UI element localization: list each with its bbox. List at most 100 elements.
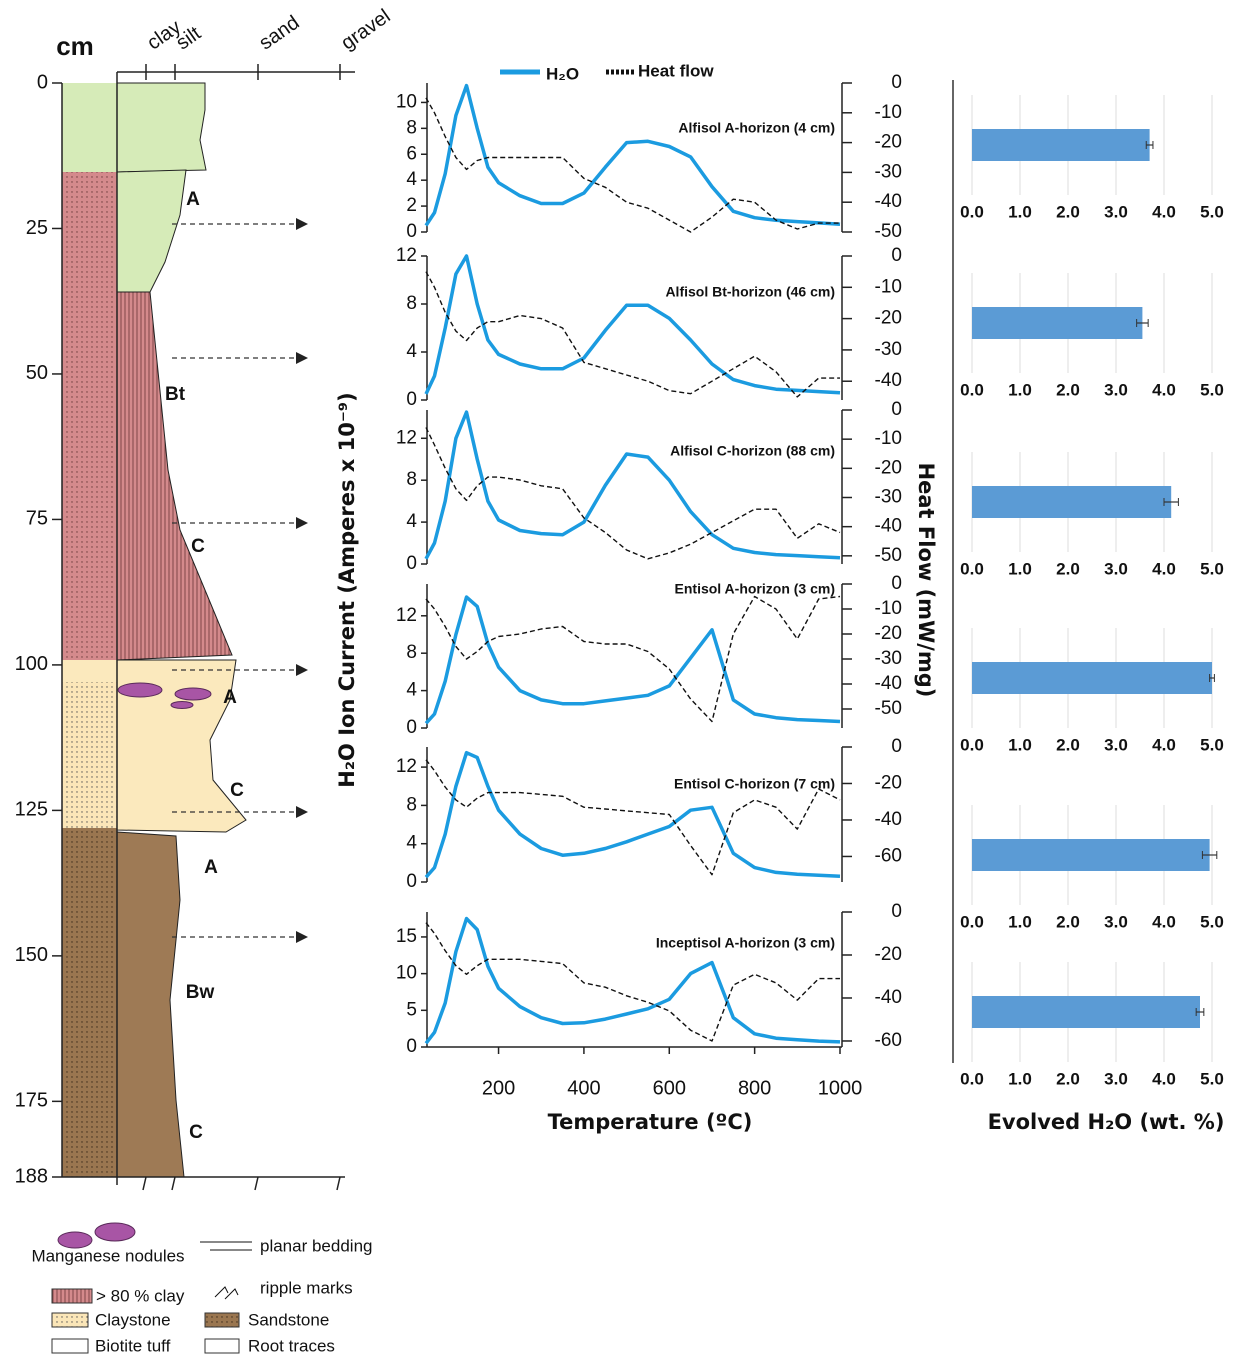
x-tick-label: 4.0: [1152, 912, 1176, 931]
x-tick-label: 1.0: [1008, 912, 1032, 931]
grain-tick-bottom: [142, 1176, 147, 1191]
y2-tick-label: -20: [875, 132, 902, 153]
x-tick-label: 4.0: [1152, 559, 1176, 578]
y2-tick-label: 0: [891, 72, 902, 93]
y2-tick-label: -30: [875, 339, 902, 360]
x-tick-label: 1.0: [1008, 735, 1032, 754]
x-tick-label: 3.0: [1104, 380, 1128, 399]
profile-brown: [116, 831, 185, 1178]
y-tick-label: 15: [396, 926, 417, 947]
legend-tuff: [51, 1338, 89, 1354]
profile-yellow: [116, 659, 247, 833]
x-tick-label: 4.0: [1152, 202, 1176, 221]
y-axis-title: H₂O Ion Current (Amperes x 10⁻⁹): [335, 392, 359, 787]
nodule: [170, 701, 194, 709]
x-tick-label: 3.0: [1104, 912, 1128, 931]
horizon-label: Bt: [165, 384, 186, 405]
x-tick-label: 0.0: [960, 735, 984, 754]
legend-label: Biotite tuff: [95, 1336, 171, 1355]
heat-flow-line: [425, 427, 841, 560]
y-tick-label: 8: [406, 293, 417, 314]
x-tick-label: 1.0: [1008, 559, 1032, 578]
y-tick-label: 0: [406, 553, 417, 574]
legend-claystone: [51, 1312, 89, 1328]
heat-flow-line: [425, 759, 841, 876]
bar: [972, 996, 1200, 1028]
legend-clay: [51, 1288, 93, 1304]
bar: [972, 307, 1143, 339]
y2-tick-label: -50: [875, 221, 902, 242]
y-tick-label: 8: [406, 117, 417, 138]
y2-tick-label: -20: [875, 623, 902, 644]
x-tick-label: 0.0: [960, 559, 984, 578]
legend-ripple: [214, 1286, 239, 1300]
h2o-line: [424, 916, 841, 1045]
depth-tick-label: 125: [15, 799, 48, 821]
x-tick-label: 200: [482, 1077, 515, 1099]
x-tick-label: 5.0: [1200, 1069, 1224, 1088]
y2-tick-label: 0: [891, 573, 902, 594]
y2-tick-label: -40: [875, 191, 902, 212]
legend-label: Root traces: [248, 1336, 335, 1355]
horizon-label: Bw: [186, 982, 215, 1003]
nodule: [117, 682, 163, 698]
arrow-head: [296, 517, 308, 529]
y-tick-label: 4: [406, 833, 417, 854]
x-tick-label: 4.0: [1152, 1069, 1176, 1088]
profile-green-a: [116, 169, 187, 296]
x-tick-label: 4.0: [1152, 735, 1176, 754]
horizon-label: C: [191, 536, 205, 557]
y-tick-label: 0: [406, 221, 417, 242]
y2-tick-label: -20: [875, 308, 902, 329]
horizon-label: A: [186, 189, 200, 210]
depth-tick-label: 0: [37, 71, 48, 93]
panel-title: Inceptisol A-horizon (3 cm): [656, 935, 835, 951]
depth-tick-label: 150: [15, 944, 48, 966]
unit-tuff: [62, 83, 117, 172]
arrow-head: [296, 664, 308, 676]
legend-label: Sandstone: [248, 1310, 329, 1329]
y-tick-label: 0: [406, 871, 417, 892]
x-tick-label: 2.0: [1056, 1069, 1080, 1088]
legend-roots: [204, 1338, 240, 1354]
y2-tick-label: -40: [875, 516, 902, 537]
depth-tick-label: 175: [15, 1090, 48, 1112]
y2-tick-label: -10: [875, 428, 902, 449]
unit-sandstone: [62, 682, 117, 828]
profile-green: [116, 82, 207, 173]
legend-label: > 80 % clay: [96, 1286, 185, 1305]
unit-yellow: [62, 660, 117, 682]
x-tick-label: 0.0: [960, 912, 984, 931]
horizon-label: A: [223, 687, 237, 708]
x-tick-label: 3.0: [1104, 202, 1128, 221]
depth-tick-label: 25: [26, 217, 48, 239]
h2o-line: [424, 83, 841, 227]
y-tick-label: 2: [406, 195, 417, 216]
grain-size-label: gravel: [337, 5, 394, 54]
x-tick-label: 5.0: [1200, 202, 1224, 221]
x-tick-label: 0.0: [960, 1069, 984, 1088]
grain-size-label: sand: [255, 12, 303, 55]
legend-label: ripple marks: [260, 1278, 353, 1297]
legend-nodule: [57, 1231, 93, 1249]
y-tick-label: 8: [406, 469, 417, 490]
depth-unit: cm: [56, 31, 94, 61]
heat-flow-line: [425, 922, 840, 1042]
x-axis-title: Evolved H₂O (wt. %): [988, 1110, 1225, 1134]
x-tick-label: 5.0: [1200, 735, 1224, 754]
heat-flow-line: [425, 97, 840, 233]
panel-title: Alfisol Bt-horizon (46 cm): [665, 284, 835, 300]
x-tick-label: 5.0: [1200, 380, 1224, 399]
bar: [972, 486, 1172, 518]
y-tick-label: 10: [396, 963, 417, 984]
heat-flow-line: [425, 595, 841, 723]
nodule: [174, 687, 212, 701]
y-tick-label: 0: [406, 717, 417, 738]
y2-tick-label: -10: [875, 276, 902, 297]
y2-tick-label: -30: [875, 487, 902, 508]
x-tick-label: 1000: [818, 1077, 863, 1099]
x-tick-label: 2.0: [1056, 380, 1080, 399]
depth-tick-label: 100: [15, 653, 48, 675]
unit-brown: [62, 828, 117, 1177]
y2-tick-label: -60: [875, 845, 902, 866]
